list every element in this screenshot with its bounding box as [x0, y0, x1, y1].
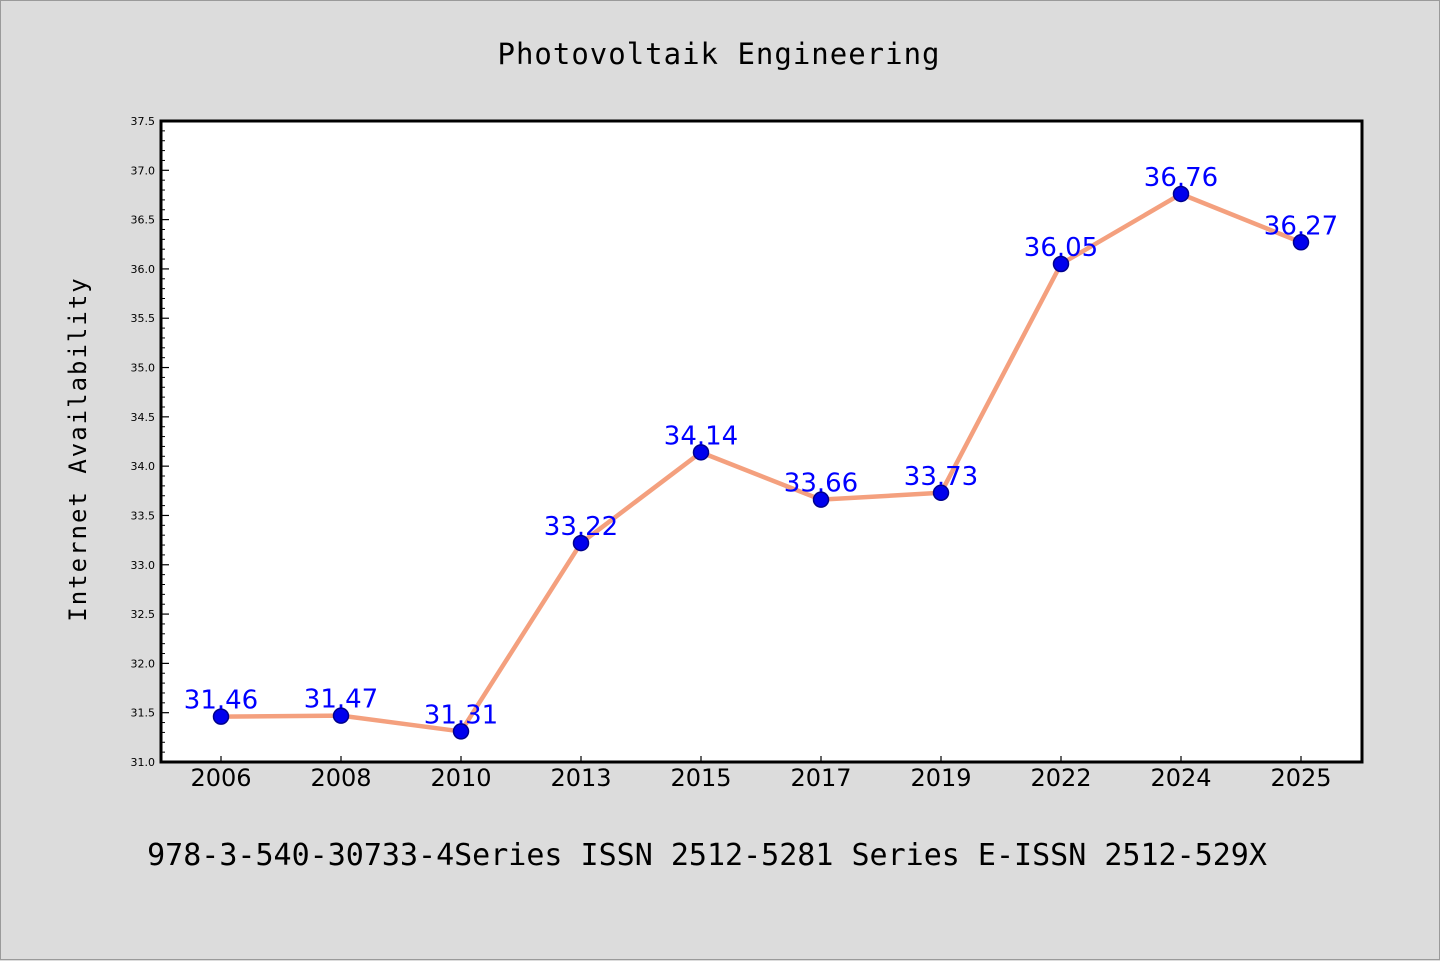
- y-tick-label: 37.5: [131, 115, 156, 128]
- y-tick-label: 34.0: [131, 460, 156, 473]
- data-label: 33.22: [544, 512, 618, 542]
- data-label: 34.14: [664, 421, 738, 451]
- x-tick-label: 2022: [1030, 764, 1091, 792]
- x-tick-label: 2010: [430, 764, 491, 792]
- data-point-marker: [932, 484, 950, 502]
- plot-area: [161, 121, 1362, 762]
- series-line: [218, 191, 1304, 734]
- data-point-marker: [1292, 234, 1310, 251]
- x-tick-label: 2024: [1150, 764, 1211, 792]
- x-tick-label: 2019: [910, 764, 971, 792]
- plot-border: [159, 119, 1364, 764]
- data-point-marker: [1172, 185, 1190, 203]
- data-label: 33.66: [784, 469, 858, 499]
- x-tick-label: 2017: [790, 764, 851, 792]
- x-tick-label: 2006: [190, 764, 251, 792]
- data-point-marker: [1052, 255, 1070, 273]
- series-layer: 31.46 31.47 31.31 33.22 34.14 33.66 33.73 36.05…: [184, 163, 1338, 740]
- y-tick-label: 35.5: [131, 312, 156, 325]
- y-tick-label: 34.5: [131, 411, 156, 424]
- x-tick-label: 2008: [310, 764, 371, 792]
- x-tick-label: 2025: [1270, 764, 1331, 792]
- y-tick-label: 36.0: [131, 263, 156, 276]
- chart-title: Photovoltaik Engineering: [497, 37, 940, 71]
- data-label: 33.73: [904, 462, 978, 492]
- data-label: 36.05: [1024, 233, 1098, 263]
- data-point-marker: [692, 444, 710, 461]
- x-axis-ticks: 2006 2008 2010 2013 2015 2017 2019 2022 2024 2025: [190, 756, 1332, 792]
- data-point-marker: [812, 491, 830, 508]
- y-tick-label: 31.5: [131, 707, 156, 720]
- y-axis-label: Internet Availability: [64, 276, 92, 621]
- data-point-marker: [332, 707, 350, 724]
- data-label: 31.46: [184, 686, 258, 716]
- y-tick-label: 31.0: [131, 756, 156, 769]
- y-tick-label: 32.0: [131, 657, 156, 670]
- y-tick-label: 36.5: [131, 214, 156, 227]
- data-point-marker: [212, 708, 230, 725]
- data-label: 31.47: [304, 685, 378, 715]
- data-label: 31.31: [424, 700, 498, 730]
- y-tick-label: 35.0: [131, 362, 156, 375]
- footer-isbn-text: 978-3-540-30733-4Series ISSN 2512-5281 S…: [147, 838, 1267, 873]
- y-axis-ticks: 31.0 31.5 32.0 32.5 33.0 33.5 34.0 34.5 35.0 35.5…: [131, 115, 169, 769]
- y-tick-label: 32.5: [131, 608, 156, 621]
- y-tick-label: 33.0: [131, 559, 156, 572]
- data-label: 36.76: [1144, 163, 1218, 193]
- y-tick-label: 33.5: [131, 509, 156, 522]
- data-point-marker: [452, 723, 470, 740]
- x-tick-label: 2015: [670, 764, 731, 792]
- x-tick-label: 2013: [550, 764, 611, 792]
- data-label: 36.27: [1264, 211, 1338, 241]
- y-tick-label: 37.0: [131, 164, 156, 177]
- data-point-marker: [572, 534, 590, 552]
